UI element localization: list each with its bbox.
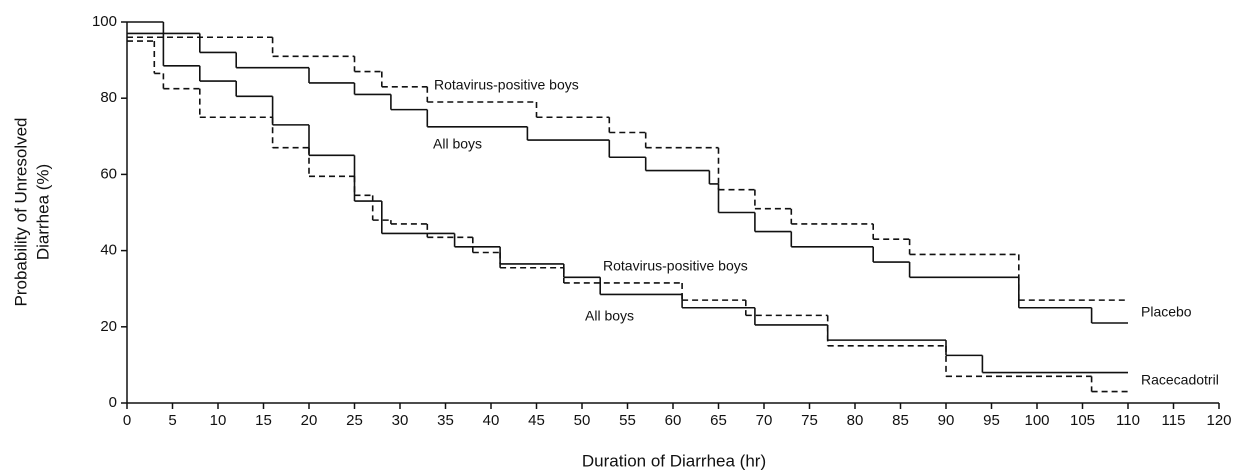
x-tick-label: 5 [168, 412, 176, 429]
y-tick-label: 80 [100, 89, 117, 106]
x-tick-label: 20 [301, 412, 318, 429]
annotation: All boys [433, 136, 482, 152]
x-tick-label: 45 [528, 412, 545, 429]
annotation: Placebo [1141, 304, 1192, 320]
x-tick-label: 65 [710, 412, 727, 429]
x-tick-label: 90 [938, 412, 955, 429]
y-tick-label: 40 [100, 242, 117, 259]
x-tick-label: 80 [847, 412, 864, 429]
x-tick-label: 55 [619, 412, 636, 429]
x-tick-label: 15 [255, 412, 272, 429]
x-tick-label: 115 [1162, 412, 1186, 429]
x-tick-label: 40 [483, 412, 500, 429]
y-tick-label: 20 [100, 318, 117, 335]
y-tick-label: 100 [92, 13, 117, 30]
x-axis-label: Duration of Diarrhea (hr) [582, 451, 766, 470]
y-axis-label: Diarrhea (%) [33, 164, 52, 260]
x-tick-label: 75 [801, 412, 818, 429]
annotation: Rotavirus-positive boys [434, 77, 579, 93]
y-tick-label: 0 [109, 394, 117, 411]
x-tick-label: 110 [1116, 412, 1140, 429]
x-tick-label: 0 [123, 412, 131, 429]
x-tick-label: 30 [392, 412, 409, 429]
annotation: Rotavirus-positive boys [603, 258, 748, 274]
y-axis-label: Probability of Unresolved [11, 118, 30, 307]
x-tick-label: 50 [574, 412, 591, 429]
annotation: Racecadotril [1141, 372, 1219, 388]
x-tick-label: 100 [1024, 412, 1049, 429]
x-tick-label: 35 [437, 412, 454, 429]
x-tick-label: 85 [892, 412, 909, 429]
annotation: All boys [585, 308, 634, 324]
y-tick-label: 60 [100, 165, 117, 182]
x-tick-label: 70 [756, 412, 773, 429]
x-tick-label: 60 [665, 412, 682, 429]
x-tick-label: 95 [983, 412, 1000, 429]
x-tick-label: 25 [346, 412, 363, 429]
x-tick-label: 10 [210, 412, 227, 429]
x-tick-label: 105 [1070, 412, 1095, 429]
x-tick-label: 120 [1206, 412, 1231, 429]
